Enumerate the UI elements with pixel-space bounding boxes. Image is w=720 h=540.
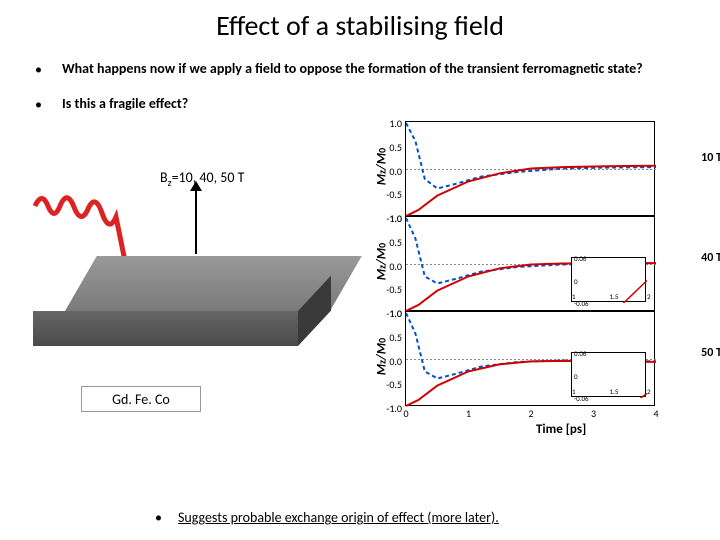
field-arrow-icon bbox=[195, 189, 197, 254]
y-tick-label: 0.5 bbox=[382, 236, 402, 249]
footer-bullet: • Suggests probable exchange origin of e… bbox=[155, 509, 499, 526]
y-tick-label: 0.0 bbox=[382, 260, 402, 273]
bullet-marker: • bbox=[155, 509, 162, 526]
field-strength-label: 10 T bbox=[701, 151, 720, 165]
x-tick-label: 4 bbox=[646, 407, 666, 420]
y-tick-label: -0.5 bbox=[382, 188, 402, 201]
bullet-text: Is this a fragile effect? bbox=[62, 96, 685, 113]
x-tick-label: 1 bbox=[459, 407, 479, 420]
chart-panel: 1.00.50.0-0.5-1.00.060-0.0611.52 bbox=[405, 216, 655, 311]
y-tick-label: 0.5 bbox=[382, 141, 402, 154]
bullet-text: What happens now if we apply a field to … bbox=[62, 61, 685, 78]
material-label: Gd. Fe. Co bbox=[81, 386, 201, 412]
sample-slab bbox=[65, 256, 330, 376]
x-axis-label: Time [ps] bbox=[536, 422, 586, 437]
bz-field-label: Bz=10, 40, 50 T bbox=[160, 169, 244, 189]
bullet-item: • Is this a fragile effect? bbox=[35, 96, 685, 113]
chart-curves bbox=[406, 122, 656, 217]
bullet-marker: • bbox=[35, 96, 42, 113]
y-tick-label: 1.0 bbox=[382, 212, 402, 225]
y-tick-label: 1.0 bbox=[382, 117, 402, 130]
y-tick-label: 1.0 bbox=[382, 307, 402, 320]
chart-inset: 0.060-0.0611.52 bbox=[571, 352, 646, 397]
y-tick-label: 0.0 bbox=[382, 355, 402, 368]
footer-text: Suggests probable exchange origin of eff… bbox=[178, 509, 499, 526]
chart-inset: 0.060-0.0611.52 bbox=[571, 257, 646, 302]
body-area: Bz=10, 40, 50 T Gd. Fe. Co Mz/M0 Mz/M0 M… bbox=[0, 131, 720, 461]
field-strength-label: 40 T bbox=[701, 251, 720, 265]
schematic-diagram: Bz=10, 40, 50 T Gd. Fe. Co bbox=[20, 161, 340, 421]
bullet-list: • What happens now if we apply a field t… bbox=[0, 43, 720, 113]
y-tick-label: -0.5 bbox=[382, 283, 402, 296]
y-tick-label: 0.0 bbox=[382, 165, 402, 178]
chart-stack: Mz/M0 Mz/M0 Mz/M0 10 T 40 T 50 T 1.00.50… bbox=[360, 121, 690, 451]
field-strength-label: 50 T bbox=[701, 346, 720, 360]
bullet-marker: • bbox=[35, 61, 42, 78]
bullet-item: • What happens now if we apply a field t… bbox=[35, 61, 685, 78]
chart-panel: 1.00.50.0-0.5-1.0 bbox=[405, 121, 655, 216]
x-tick-label: 2 bbox=[521, 407, 541, 420]
y-tick-label: 0.5 bbox=[382, 331, 402, 344]
slide-title: Effect of a stabilising field bbox=[0, 0, 720, 43]
x-tick-label: 0 bbox=[396, 407, 416, 420]
y-tick-label: -0.5 bbox=[382, 378, 402, 391]
x-tick-label: 3 bbox=[584, 407, 604, 420]
chart-panel: Time [ps] 1.00.50.0-0.5-1.0012340.060-0.… bbox=[405, 311, 655, 406]
